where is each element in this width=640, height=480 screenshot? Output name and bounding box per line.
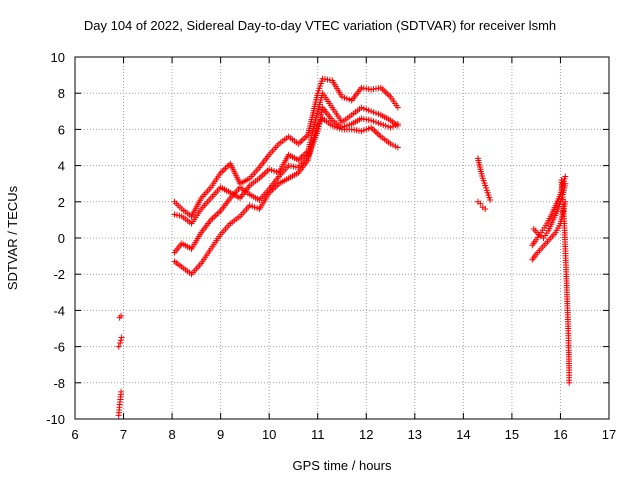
data-point <box>115 343 122 350</box>
x-axis-label: GPS time / hours <box>293 458 392 473</box>
y-tick-label: 8 <box>58 86 65 101</box>
data-point <box>566 379 573 386</box>
x-tick-label: 16 <box>553 427 567 442</box>
data-point <box>118 312 125 319</box>
x-tick-label: 9 <box>217 427 224 442</box>
x-tick-label: 15 <box>505 427 519 442</box>
data-point <box>118 388 125 395</box>
x-tick-label: 6 <box>71 427 78 442</box>
y-tick-label: -2 <box>53 267 65 282</box>
data-point <box>394 122 401 129</box>
y-tick-label: 6 <box>58 122 65 137</box>
grid <box>75 57 609 419</box>
data-point <box>562 180 569 187</box>
data-point <box>118 334 125 341</box>
x-tick-label: 12 <box>359 427 373 442</box>
y-tick-label: -10 <box>46 412 65 427</box>
y-axis-label: SDTVAR / TECUs <box>5 185 20 290</box>
x-tick-label: 13 <box>408 427 422 442</box>
x-axis: 6 7 8 9 10 11 12 13 14 15 16 17 <box>71 57 616 442</box>
data-point <box>394 104 401 111</box>
y-tick-label: 4 <box>58 159 65 174</box>
data-point <box>562 173 569 180</box>
data-point <box>487 196 494 203</box>
y-tick-label: -4 <box>53 303 65 318</box>
y-tick-label: 0 <box>58 231 65 246</box>
data-point <box>482 206 489 213</box>
data-point <box>117 337 124 344</box>
data-point <box>394 144 401 151</box>
y-tick-label: -8 <box>53 376 65 391</box>
data-points <box>115 75 573 419</box>
data-point <box>477 200 484 207</box>
plot-frame <box>74 56 610 420</box>
x-tick-label: 14 <box>456 427 470 442</box>
y-tick-label: 10 <box>51 50 65 65</box>
x-tick-label: 8 <box>168 427 175 442</box>
x-tick-label: 17 <box>602 427 616 442</box>
chart-title: Day 104 of 2022, Sidereal Day-to-day VTE… <box>83 18 557 33</box>
x-tick-label: 7 <box>120 427 127 442</box>
y-tick-label: -6 <box>53 340 65 355</box>
x-tick-label: 10 <box>262 427 276 442</box>
y-tick-label: 2 <box>58 195 65 210</box>
data-point <box>117 339 124 346</box>
x-tick-label: 11 <box>311 427 325 442</box>
